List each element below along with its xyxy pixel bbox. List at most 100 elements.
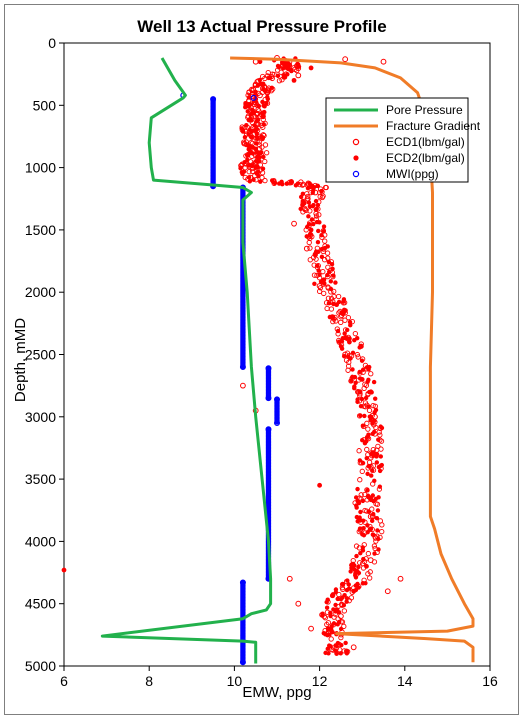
ecd-point <box>300 202 305 208</box>
ecd-point <box>307 257 313 263</box>
y-tick-label: 500 <box>33 97 57 113</box>
ecd-point <box>397 575 404 582</box>
ecd-point <box>362 413 367 419</box>
ecd-point <box>349 565 354 571</box>
ecd-point <box>376 486 383 492</box>
ecd-point <box>328 306 335 312</box>
ecd-point <box>328 610 333 616</box>
y-axis: 0 500 1000 1500 2000 2500 3000 3500 4000 4500 5000 <box>25 35 64 674</box>
ecd-point <box>253 146 259 152</box>
ecd-point <box>303 207 309 214</box>
ecd-point <box>359 358 365 363</box>
ecd-point <box>358 343 364 349</box>
ecd-point <box>369 473 374 478</box>
ecd-point <box>355 486 360 492</box>
ecd-point <box>291 220 297 227</box>
ecd-point <box>255 83 260 88</box>
ecd-point <box>343 640 348 646</box>
ecd-point <box>365 530 370 535</box>
ecd-point <box>348 353 355 359</box>
ecd-point <box>317 482 322 488</box>
mwi-point <box>210 96 217 103</box>
ecd-point <box>335 293 342 300</box>
ecd-point <box>309 217 315 222</box>
y-tick-label: 3000 <box>25 409 56 425</box>
ecd-point <box>329 592 336 599</box>
ecd-point <box>377 437 383 443</box>
ecd-point <box>371 543 378 549</box>
ecd-point <box>243 139 249 145</box>
ecd-point <box>328 636 334 642</box>
ecd-point <box>312 281 317 287</box>
ecd-point <box>255 155 261 160</box>
ecd-point <box>317 220 322 225</box>
ecd-point <box>374 533 380 539</box>
ecd-point <box>259 85 266 92</box>
ecd-point <box>369 390 374 395</box>
ecd-point <box>355 498 360 504</box>
ecd-point <box>321 228 326 234</box>
ecd-point <box>361 385 367 392</box>
ecd-point <box>374 447 380 453</box>
ecd-point <box>384 588 391 595</box>
ecd-point <box>247 179 253 184</box>
ecd-point <box>345 314 352 321</box>
ecd-point <box>371 379 377 385</box>
ecd-point <box>359 396 365 402</box>
ecd-point <box>313 213 320 219</box>
ecd-point <box>308 232 314 238</box>
ecd-point <box>368 526 374 532</box>
ecd-point <box>61 567 67 573</box>
mwi-point <box>250 94 257 101</box>
ecd-point <box>305 193 311 200</box>
x-axis: 6 8 10 12 14 16 <box>60 666 498 689</box>
ecd-point <box>247 128 253 134</box>
ecd-point <box>249 140 256 147</box>
ecd-point <box>307 208 313 214</box>
ecd-point <box>360 437 365 443</box>
ecd-point <box>367 557 374 563</box>
y-tick-label: 1000 <box>25 160 56 176</box>
ecd-point <box>370 467 377 473</box>
x-tick-label: 14 <box>397 673 413 689</box>
ecd-point <box>287 67 292 72</box>
ecd-point <box>262 88 268 94</box>
ecd-point <box>262 177 268 184</box>
ecd-point <box>330 273 336 280</box>
ecd-point <box>337 647 343 653</box>
ecd-point <box>344 596 350 601</box>
ecd-cloud <box>238 56 385 656</box>
ecd-point <box>286 575 293 582</box>
ecd-point <box>355 354 361 360</box>
ecd-point <box>365 571 371 577</box>
x-tick-label: 10 <box>227 673 243 689</box>
ecd-point <box>252 152 259 159</box>
ecd-point <box>348 569 353 574</box>
ecd-point <box>365 550 372 557</box>
ecd-point <box>328 259 334 265</box>
ecd-point <box>284 181 289 186</box>
ecd-point <box>243 104 248 110</box>
ecd-point <box>377 432 383 438</box>
ecd-point <box>347 339 352 345</box>
ecd-point <box>275 73 281 79</box>
ecd-point <box>325 599 331 605</box>
ecd-point <box>345 327 350 333</box>
ecd-point <box>370 402 376 409</box>
x-axis-label: EMW, ppg <box>242 684 311 701</box>
ecd-point <box>325 272 330 278</box>
ecd-point <box>328 646 335 653</box>
ecd-point <box>341 608 348 614</box>
legend-label: ECD2(lbm/gal) <box>386 151 465 165</box>
ecd-point <box>366 404 371 409</box>
ecd-point <box>324 305 330 312</box>
ecd-point <box>256 103 262 109</box>
ecd-point <box>370 514 376 520</box>
ecd-point <box>360 423 366 428</box>
ecd-point <box>315 206 321 212</box>
ecd-point <box>348 323 353 328</box>
ecd-point <box>348 595 355 601</box>
ecd-point <box>344 336 349 341</box>
ecd-point <box>250 86 257 92</box>
ecd-point <box>359 377 365 382</box>
